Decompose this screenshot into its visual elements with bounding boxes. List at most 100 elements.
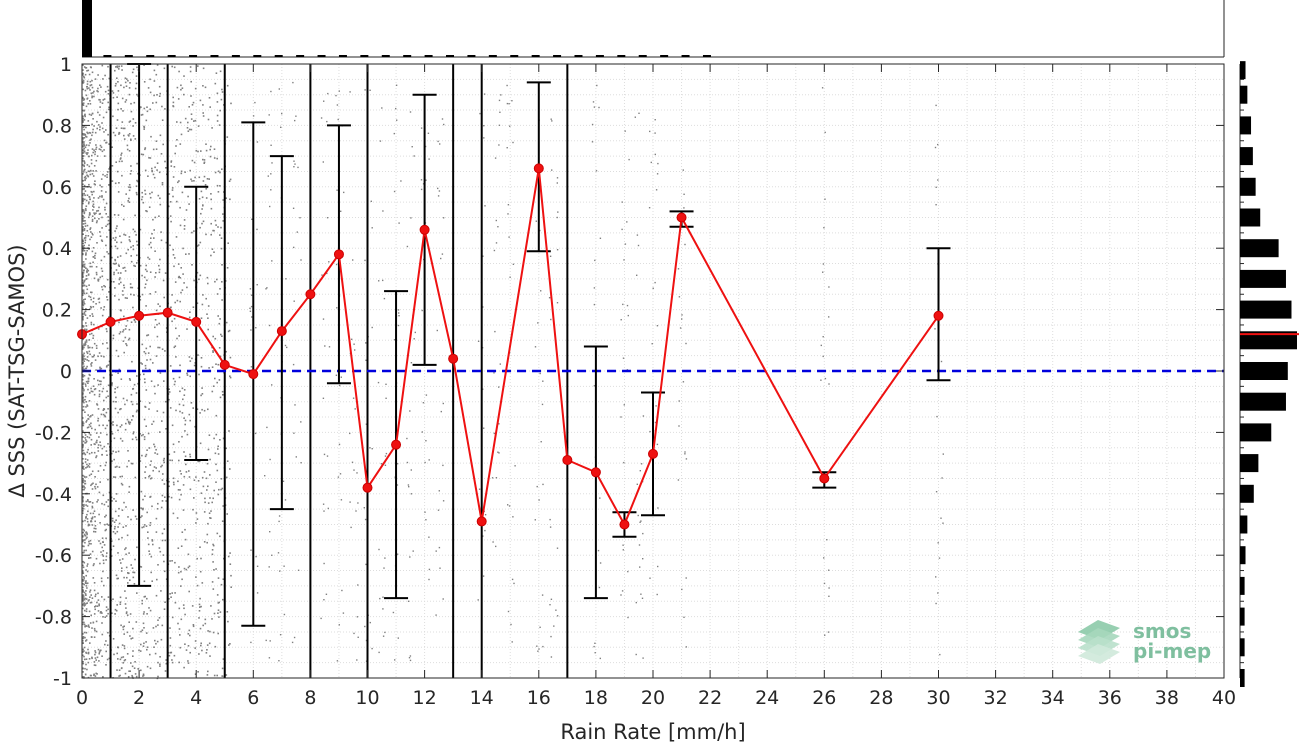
scatter-point bbox=[179, 470, 182, 472]
scatter-point bbox=[135, 410, 138, 413]
scatter-point bbox=[118, 133, 120, 135]
scatter-point bbox=[294, 119, 296, 122]
scatter-point bbox=[82, 210, 84, 213]
scatter-point bbox=[105, 606, 108, 608]
scatter-point bbox=[146, 665, 149, 668]
scatter-point bbox=[101, 227, 103, 229]
scatter-point bbox=[322, 161, 324, 163]
scatter-point bbox=[217, 493, 220, 496]
mean-marker bbox=[248, 369, 259, 380]
scatter-point bbox=[123, 625, 125, 628]
scatter-point bbox=[171, 659, 173, 661]
scatter-point bbox=[186, 433, 189, 436]
scatter-point bbox=[95, 527, 97, 530]
scatter-point bbox=[225, 447, 227, 450]
scatter-point bbox=[188, 356, 191, 358]
scatter-point bbox=[168, 398, 170, 401]
scatter-point bbox=[90, 159, 93, 161]
scatter-point bbox=[221, 390, 224, 393]
scatter-point bbox=[183, 607, 185, 610]
main-plot: 0 2 4 6 8 10 12 14 16 18 20 22 24 26 28 30 32 34 36 38 40 -1… bbox=[35, 54, 1236, 709]
scatter-point bbox=[87, 382, 89, 384]
scatter-point bbox=[636, 274, 638, 276]
scatter-point bbox=[168, 485, 170, 488]
scatter-point bbox=[126, 653, 129, 655]
scatter-point bbox=[364, 89, 366, 91]
scatter-point bbox=[134, 87, 137, 90]
scatter-point bbox=[84, 458, 87, 460]
scatter-point bbox=[550, 318, 552, 321]
scatter-point bbox=[105, 225, 107, 227]
scatter-point bbox=[229, 468, 231, 470]
scatter-point bbox=[116, 577, 118, 580]
scatter-point bbox=[98, 393, 101, 396]
scatter-point bbox=[91, 518, 93, 520]
scatter-point bbox=[104, 427, 107, 430]
scatter-point bbox=[128, 236, 131, 238]
scatter-point bbox=[216, 469, 219, 472]
scatter-point bbox=[82, 325, 85, 327]
scatter-point bbox=[95, 659, 97, 661]
scatter-point bbox=[107, 219, 110, 222]
scatter-point bbox=[266, 287, 268, 289]
scatter-point bbox=[217, 191, 220, 193]
scatter-point bbox=[84, 190, 87, 192]
scatter-point bbox=[86, 83, 89, 85]
scatter-point bbox=[125, 607, 127, 609]
scatter-point bbox=[89, 305, 92, 308]
scatter-point bbox=[88, 144, 90, 147]
scatter-point bbox=[213, 148, 216, 150]
scatter-point bbox=[143, 351, 146, 353]
scatter-point bbox=[122, 526, 125, 528]
scatter-point bbox=[193, 497, 195, 499]
scatter-point bbox=[90, 365, 93, 367]
scatter-point bbox=[249, 307, 251, 309]
scatter-point bbox=[95, 347, 98, 349]
scatter-point bbox=[162, 459, 165, 462]
scatter-point bbox=[292, 81, 294, 84]
scatter-point bbox=[202, 112, 204, 114]
scatter-point bbox=[83, 561, 86, 564]
scatter-point bbox=[160, 506, 163, 509]
x-tick-label: 20 bbox=[641, 687, 665, 709]
scatter-point bbox=[89, 539, 92, 542]
scatter-point bbox=[160, 465, 162, 468]
scatter-point bbox=[152, 362, 154, 364]
scatter-point bbox=[86, 459, 89, 461]
scatter-point bbox=[183, 282, 185, 284]
scatter-point bbox=[269, 640, 271, 642]
scatter-point bbox=[82, 596, 84, 599]
scatter-point bbox=[131, 462, 134, 465]
scatter-point bbox=[271, 554, 273, 556]
scatter-point bbox=[142, 433, 144, 436]
scatter-point bbox=[107, 577, 109, 579]
scatter-point bbox=[96, 605, 99, 607]
scatter-point bbox=[551, 120, 553, 122]
scatter-point bbox=[88, 599, 90, 601]
scatter-point bbox=[123, 351, 125, 354]
scatter-point bbox=[92, 118, 94, 120]
scatter-point bbox=[349, 432, 351, 435]
scatter-point bbox=[139, 516, 142, 519]
scatter-point bbox=[83, 343, 85, 345]
scatter-point bbox=[283, 613, 286, 616]
scatter-point bbox=[251, 218, 253, 220]
scatter-point bbox=[120, 127, 123, 129]
scatter-point bbox=[128, 186, 130, 188]
scatter-point bbox=[123, 284, 125, 287]
scatter-point bbox=[98, 540, 100, 542]
y-tick-label: -0.2 bbox=[35, 422, 72, 444]
scatter-point bbox=[112, 92, 115, 94]
scatter-point bbox=[549, 255, 552, 257]
scatter-point bbox=[146, 449, 148, 451]
scatter-point bbox=[218, 616, 220, 618]
scatter-point bbox=[548, 297, 551, 299]
scatter-point bbox=[85, 401, 88, 403]
scatter-point bbox=[148, 607, 150, 609]
scatter-point bbox=[84, 341, 87, 343]
scatter-point bbox=[130, 462, 133, 465]
scatter-point bbox=[213, 569, 215, 571]
scatter-point bbox=[193, 279, 195, 282]
scatter-point bbox=[89, 227, 92, 229]
scatter-point bbox=[161, 119, 164, 121]
